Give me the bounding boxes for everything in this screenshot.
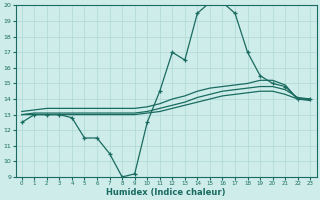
X-axis label: Humidex (Indice chaleur): Humidex (Indice chaleur) (106, 188, 226, 197)
